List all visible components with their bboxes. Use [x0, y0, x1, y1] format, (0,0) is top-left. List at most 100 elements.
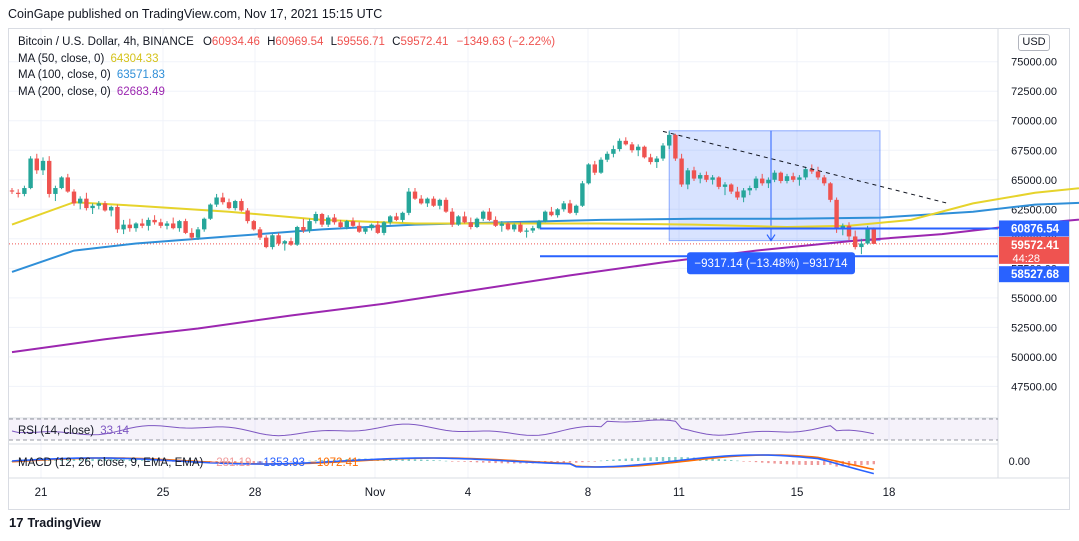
- macd-hist-bar: [730, 460, 733, 461]
- ohlc-close-label: C: [392, 36, 401, 48]
- candle-body: [809, 169, 814, 172]
- macd-zero-label: 0.00: [1009, 456, 1030, 468]
- candle-body: [388, 216, 393, 223]
- macd-hist-bar: [339, 459, 342, 461]
- candle-body: [437, 199, 442, 206]
- macd-hist-bar: [568, 461, 572, 463]
- macd-hist-bar: [246, 461, 249, 464]
- candle-body: [381, 222, 387, 233]
- ma200-row[interactable]: MA (200, close, 0) 62683.49: [18, 84, 555, 101]
- macd-hist-bar: [668, 457, 671, 461]
- candle-body: [859, 243, 864, 248]
- candle-body: [326, 217, 331, 225]
- macd-hist-bar: [426, 459, 429, 461]
- candle-body: [760, 178, 765, 184]
- candle-body: [158, 222, 163, 226]
- candle-body: [239, 201, 244, 211]
- candle-body: [772, 172, 777, 180]
- macd-hist-bar: [420, 459, 423, 461]
- candle-body: [530, 228, 535, 231]
- candles-group: [9, 131, 876, 255]
- candle-body: [65, 177, 70, 192]
- candle-body: [592, 164, 597, 173]
- rsi-line: [11, 419, 874, 437]
- macd-legend[interactable]: MACD (12, 26, close, 9, EMA, EMA) −281.1…: [18, 457, 358, 469]
- macd-line: [11, 454, 874, 475]
- candle-body: [822, 177, 827, 184]
- ma100-row[interactable]: MA (100, close, 0) 63571.83: [18, 67, 555, 84]
- candle-body: [586, 164, 591, 184]
- currency-button[interactable]: USD: [1018, 34, 1050, 51]
- macd-hist-bar: [587, 461, 590, 462]
- macd-hist-bar: [854, 461, 857, 466]
- macd-hist-bar: [618, 459, 621, 461]
- macd-hist-bar: [128, 459, 131, 461]
- candle-body: [853, 236, 858, 248]
- macd-hist-bar: [451, 461, 454, 462]
- symbol-label[interactable]: Bitcoin / U.S. Dollar, 4h, BINANCE: [18, 36, 194, 48]
- rsi-name: RSI (14, close): [18, 425, 95, 437]
- candle-body: [611, 149, 616, 154]
- macd-hist-bar: [277, 461, 280, 463]
- ma50-label: MA (50, close, 0): [18, 52, 105, 65]
- candle-body: [443, 199, 449, 212]
- macd-hist-bar: [457, 461, 460, 462]
- candle-body: [208, 204, 213, 219]
- candle-body: [84, 198, 89, 209]
- macd-hist-bar: [748, 461, 751, 462]
- macd-hist-bar: [860, 461, 863, 466]
- macd-hist-bar: [413, 459, 417, 461]
- ma200-label: MA (200, close, 0): [18, 85, 111, 98]
- candle-body: [251, 221, 256, 230]
- candle-body: [567, 203, 573, 213]
- tradingview-logo[interactable]: 17 TradingView: [9, 515, 101, 530]
- price-tag-last-countdown: 44:28: [1012, 253, 1040, 265]
- candle-body: [617, 140, 622, 150]
- candle-body: [226, 202, 232, 209]
- macd-hist-bar: [810, 461, 813, 465]
- tradingview-logo-text: TradingView: [27, 515, 101, 530]
- macd-hist-bar: [97, 458, 100, 461]
- macd-hist-bar: [271, 461, 274, 463]
- x-tick-label: Nov: [365, 487, 386, 499]
- candle-body: [270, 235, 275, 248]
- macd-hist-bar: [785, 461, 789, 465]
- x-tick-label: 8: [585, 487, 591, 499]
- candle-body: [518, 224, 523, 232]
- macd-signal-value: −1072.41: [310, 457, 359, 469]
- y-tick-label: 72500.00: [1011, 86, 1057, 98]
- price-tag-lower-bg: [999, 266, 1069, 283]
- candle-body: [493, 219, 498, 226]
- candle-body: [425, 198, 430, 204]
- macd-hist-bar: [122, 459, 125, 461]
- candle-body: [394, 216, 399, 220]
- ma50-row[interactable]: MA (50, close, 0) 64304.33: [18, 51, 555, 68]
- candle-body: [716, 177, 721, 187]
- macd-hist-bar: [165, 461, 169, 462]
- macd-hist-bar: [823, 461, 826, 465]
- macd-hist-bar: [79, 458, 82, 461]
- candle-body: [648, 157, 653, 163]
- macd-hist-bar: [711, 458, 714, 461]
- ma200-value: 62683.49: [116, 85, 165, 98]
- rsi-legend[interactable]: RSI (14, close) 33.14: [18, 425, 129, 437]
- candle-body: [202, 218, 207, 230]
- chart-frame[interactable]: [8, 28, 1070, 510]
- candle-body: [319, 214, 325, 225]
- y-tick-label: 62500.00: [1011, 204, 1057, 216]
- macd-hist-bar: [327, 459, 330, 461]
- ohlc-open: 60934.46: [211, 36, 260, 48]
- candle-body: [729, 184, 734, 192]
- candle-body: [301, 227, 306, 231]
- candle-body: [462, 216, 467, 223]
- candle-body: [338, 222, 343, 227]
- macd-hist-bar: [314, 460, 317, 461]
- macd-hist-bar: [60, 458, 63, 461]
- macd-hist-bar: [258, 461, 262, 464]
- macd-hist-bar: [754, 461, 758, 463]
- candle-body: [220, 197, 225, 203]
- measure-arrow-head: [766, 234, 776, 242]
- macd-hist-bar: [469, 461, 472, 463]
- candle-body: [102, 203, 108, 211]
